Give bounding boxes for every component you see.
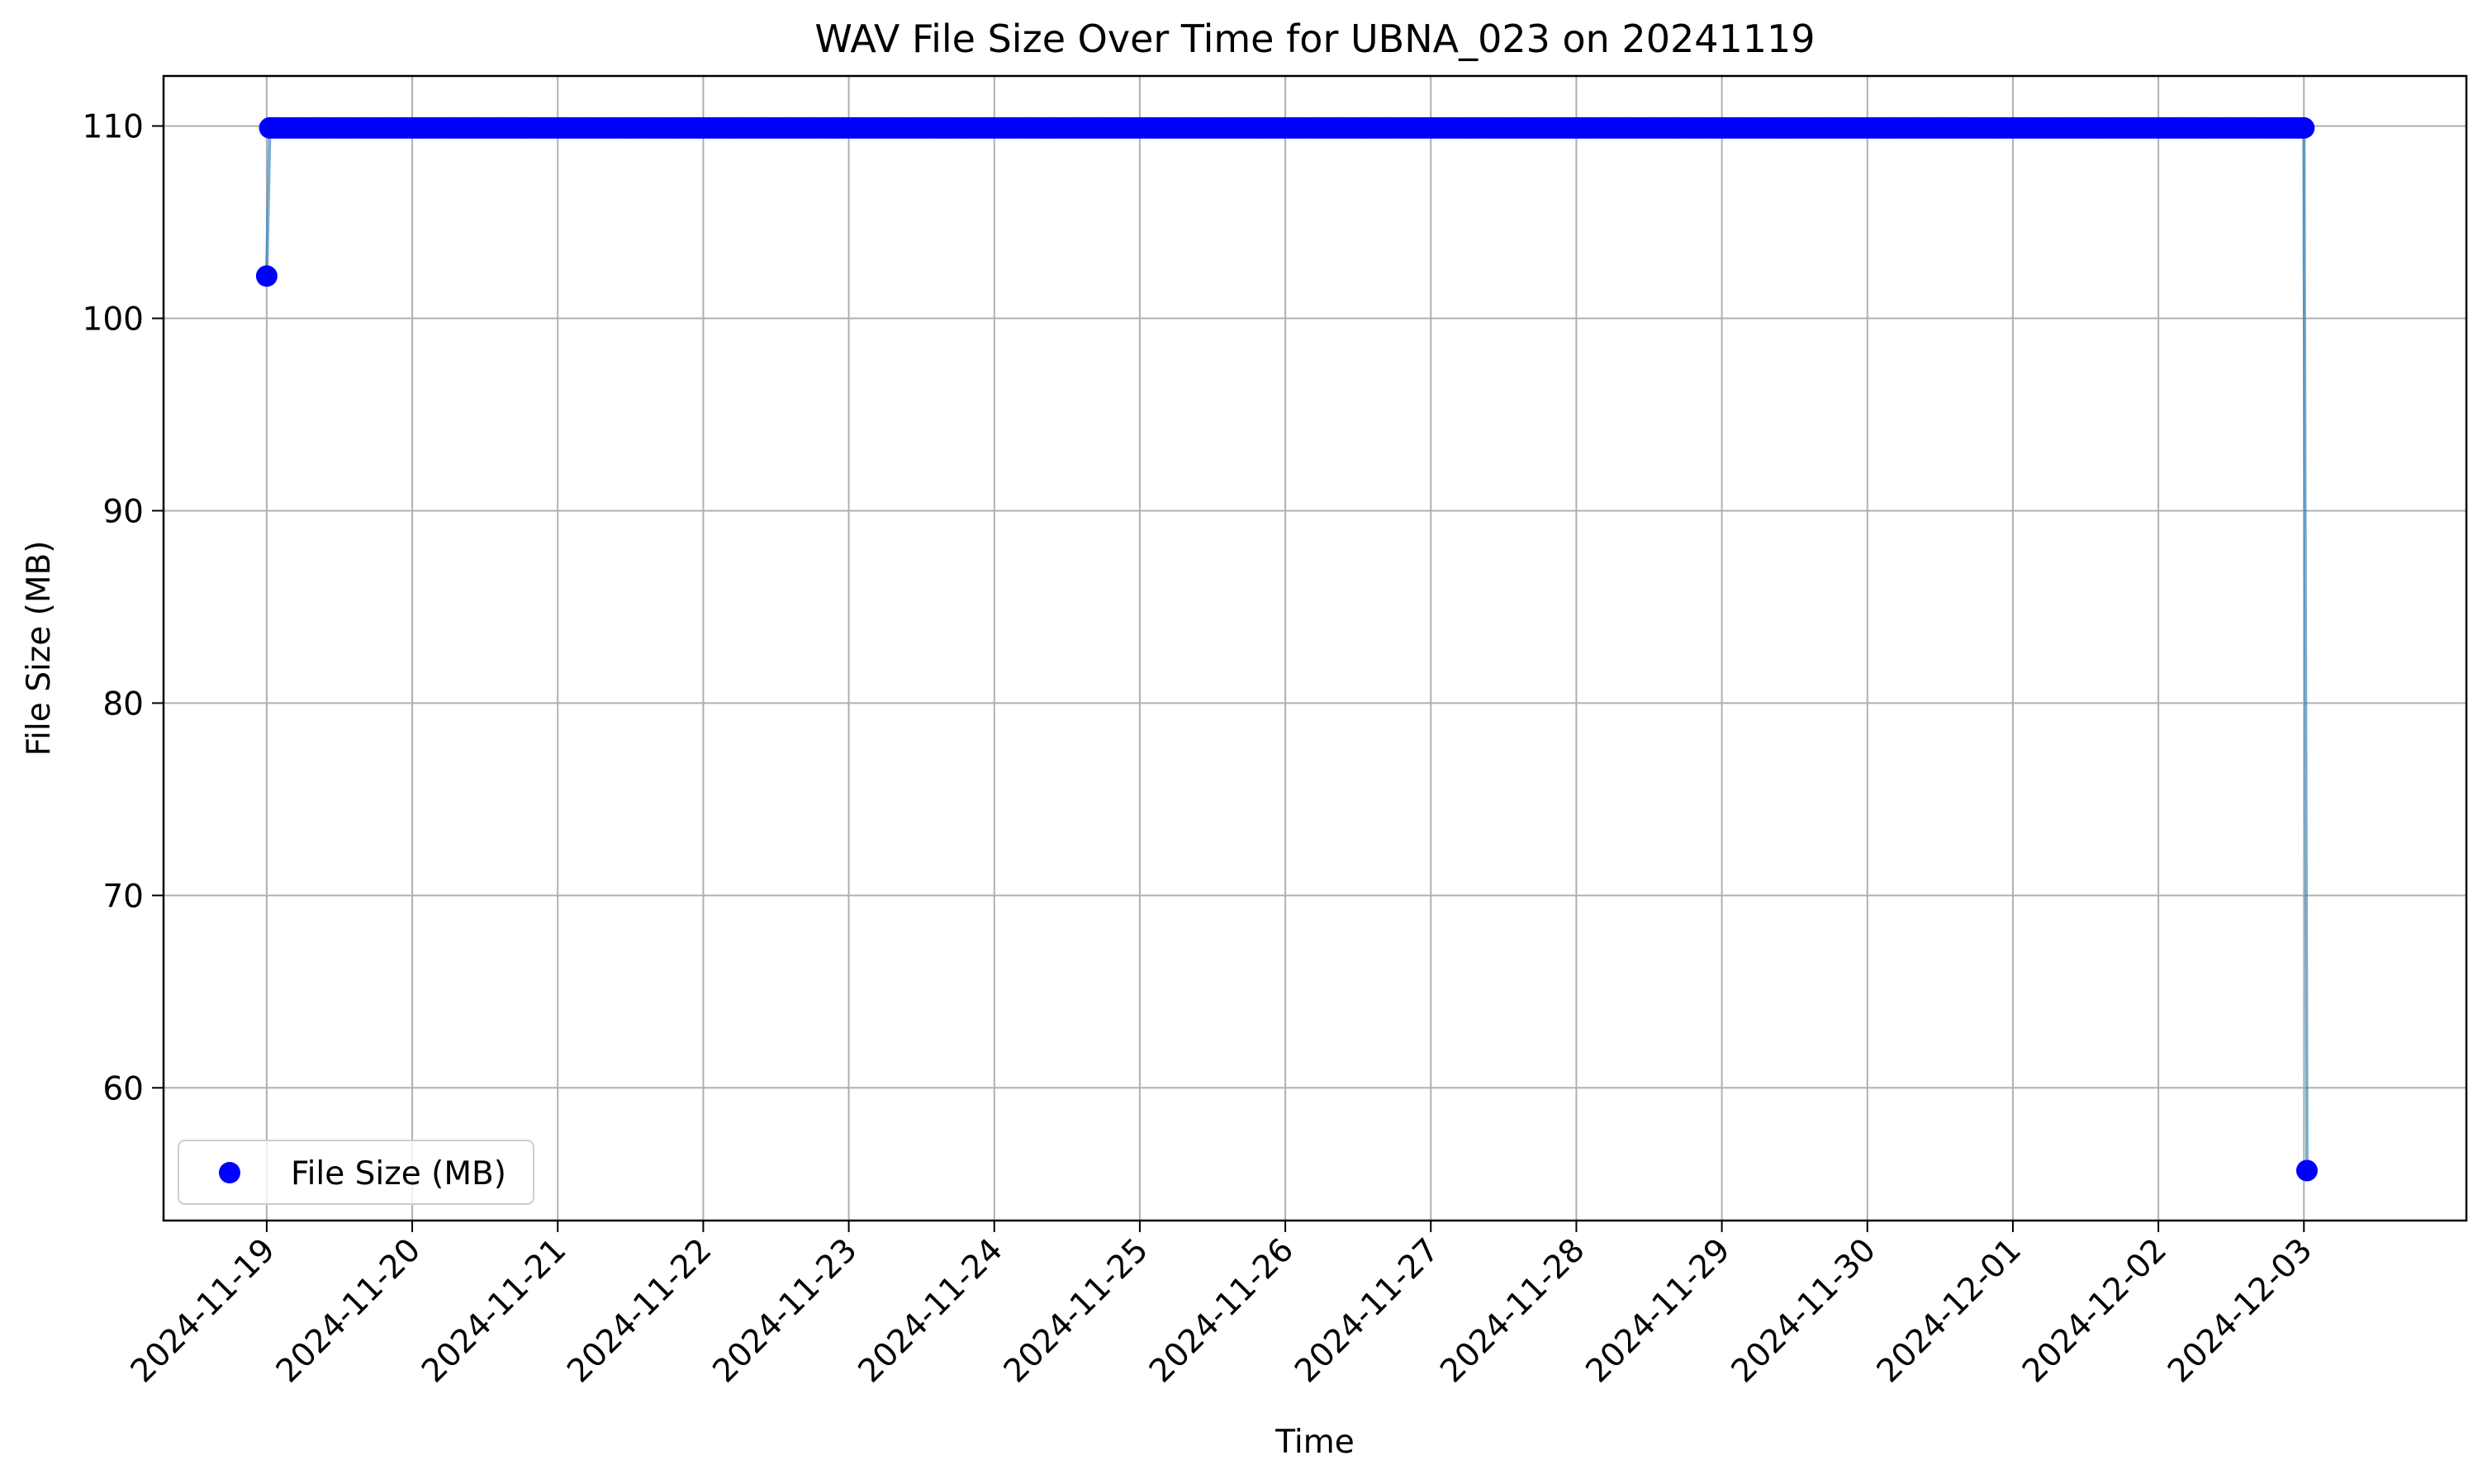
y-tick-label: 100 <box>83 301 144 339</box>
x-tick-label: 2024-11-20 <box>269 1231 428 1390</box>
x-tick-label: 2024-11-21 <box>415 1231 573 1390</box>
y-axis-label: File Size (MB) <box>21 541 58 756</box>
legend-label: File Size (MB) <box>291 1155 506 1192</box>
x-tick-label: 2024-11-27 <box>1288 1231 1446 1390</box>
y-tick-label: 80 <box>102 685 144 723</box>
y-tick-label: 110 <box>83 109 144 146</box>
x-tick-label: 2024-12-03 <box>2161 1231 2319 1390</box>
x-axis-label: Time <box>1274 1424 1354 1461</box>
y-tick-label: 60 <box>102 1070 144 1107</box>
data-point <box>255 265 278 287</box>
plot-background <box>164 76 2466 1221</box>
legend: File Size (MB) <box>178 1140 534 1205</box>
legend-box <box>178 1140 534 1205</box>
x-tick-label: 2024-11-30 <box>1725 1231 1883 1390</box>
x-tick-label: 2024-11-22 <box>560 1231 719 1390</box>
x-tick-label: 2024-11-28 <box>1433 1231 1592 1390</box>
x-tick-label: 2024-11-24 <box>852 1231 1010 1390</box>
x-tick-label: 2024-12-02 <box>2015 1231 2174 1390</box>
series-points <box>255 116 2318 1182</box>
legend-marker <box>219 1162 240 1183</box>
x-axis-ticks: 2024-11-192024-11-202024-11-212024-11-22… <box>124 1221 2319 1390</box>
y-tick-label: 70 <box>102 878 144 915</box>
plot-frame <box>162 74 2468 1222</box>
x-tick-label: 2024-11-26 <box>1142 1231 1301 1390</box>
y-axis-ticks: 60 70 80 90 100 110 <box>83 109 164 1107</box>
data-point <box>2295 1159 2318 1182</box>
x-tick-label: 2024-11-23 <box>706 1231 865 1390</box>
x-tick-label: 2024-11-25 <box>997 1231 1156 1390</box>
y-tick-label: 90 <box>102 493 144 530</box>
grid <box>164 76 2466 1221</box>
data-point <box>2293 116 2315 139</box>
x-tick-label: 2024-11-29 <box>1579 1231 1738 1390</box>
x-tick-label: 2024-11-19 <box>124 1231 282 1390</box>
chart-title: WAV File Size Over Time for UBNA_023 on … <box>814 17 1815 61</box>
x-tick-label: 2024-12-01 <box>1870 1231 2029 1390</box>
